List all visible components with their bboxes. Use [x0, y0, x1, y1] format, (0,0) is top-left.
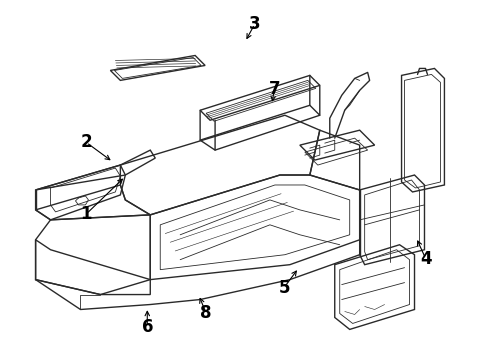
Text: 6: 6: [142, 318, 153, 336]
Text: 7: 7: [269, 80, 280, 98]
Text: 4: 4: [420, 250, 432, 268]
Text: 2: 2: [80, 133, 92, 151]
Text: 8: 8: [200, 304, 212, 322]
Text: 1: 1: [80, 205, 92, 223]
Text: 3: 3: [249, 15, 261, 33]
Text: 5: 5: [278, 279, 290, 297]
